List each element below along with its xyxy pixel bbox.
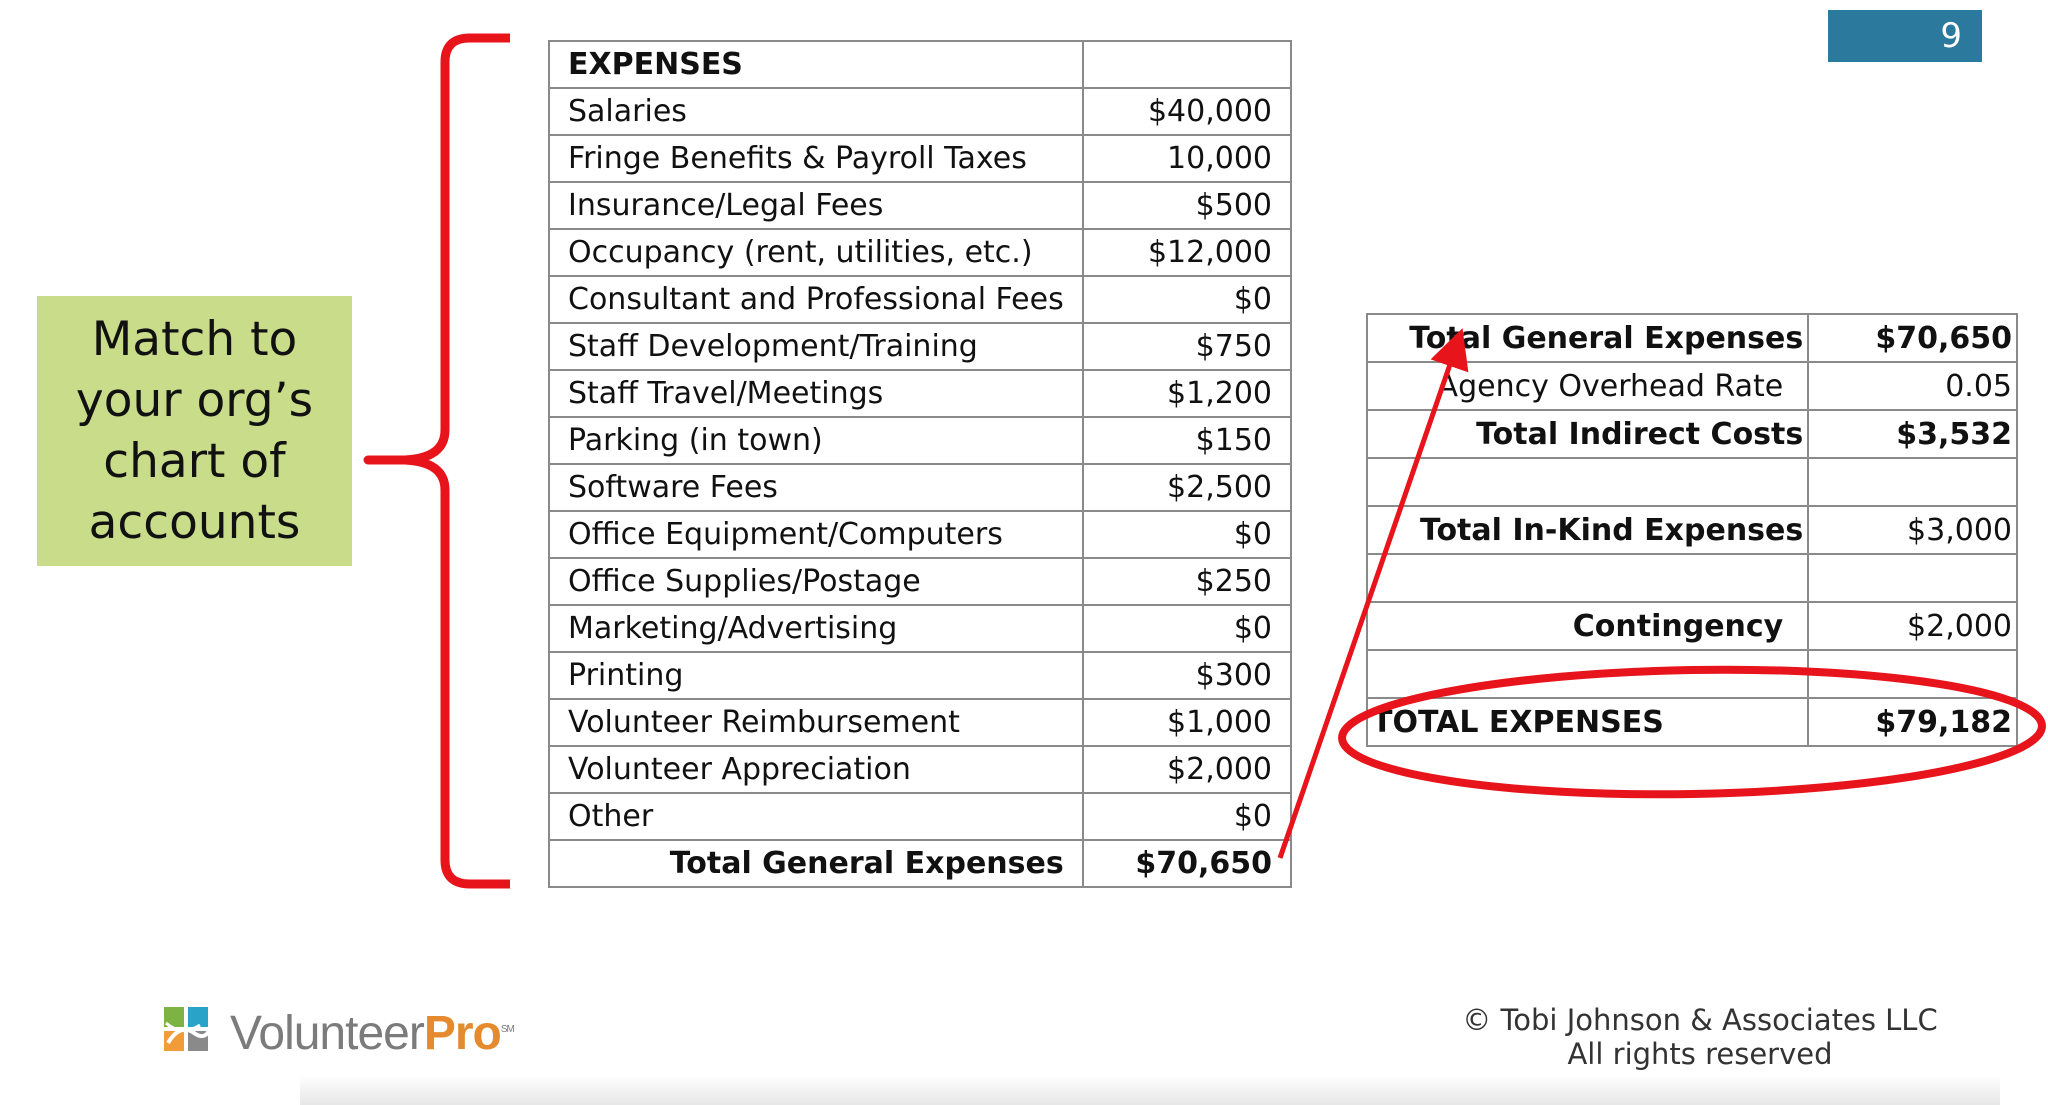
row-value: $12,000 xyxy=(1081,228,1293,277)
row-label: Insurance/Legal Fees xyxy=(548,181,1084,230)
summary-row xyxy=(1365,553,2018,603)
table-row: Marketing/Advertising $0 xyxy=(548,604,1293,653)
row-label: Other xyxy=(548,792,1084,841)
row-label: Marketing/Advertising xyxy=(548,604,1084,653)
row-value: $40,000 xyxy=(1081,87,1293,136)
row-value: $0 xyxy=(1081,275,1293,324)
summary-value: $70,650 xyxy=(1807,313,2018,363)
table-row: Insurance/Legal Fees $500 xyxy=(548,181,1293,230)
row-label: Printing xyxy=(548,651,1084,700)
table-row: Staff Development/Training $750 xyxy=(548,322,1293,371)
logo-wordmark: VolunteerProSM xyxy=(230,1006,515,1060)
table-row: Other $0 xyxy=(548,792,1293,841)
summary-value: 0.05 xyxy=(1807,361,2018,411)
row-label: Volunteer Reimbursement xyxy=(548,698,1084,747)
rights-line: All rights reserved xyxy=(1567,1037,1833,1071)
summary-label: Total General Expenses xyxy=(1365,313,1810,363)
summary-row: Total In-Kind Expenses $3,000 xyxy=(1365,505,2018,555)
row-label: Occupancy (rent, utilities, etc.) xyxy=(548,228,1084,277)
table-header-row: EXPENSES xyxy=(548,40,1293,89)
table-row: Fringe Benefits & Payroll Taxes 10,000 xyxy=(548,134,1293,183)
callout-line: your org’s xyxy=(75,373,314,428)
callout-line: accounts xyxy=(88,495,301,550)
row-value: $300 xyxy=(1081,651,1293,700)
callout-line: Match to xyxy=(91,312,298,367)
summary-value: $3,532 xyxy=(1807,409,2018,459)
row-value: $1,000 xyxy=(1081,698,1293,747)
summary-label: Total Indirect Costs xyxy=(1365,409,1810,459)
row-label: Staff Travel/Meetings xyxy=(548,369,1084,418)
table-header: EXPENSES xyxy=(548,40,1084,89)
row-label: Consultant and Professional Fees xyxy=(548,275,1084,324)
row-label: Software Fees xyxy=(548,463,1084,512)
summary-row: Total General Expenses $70,650 xyxy=(1365,313,2018,363)
total-label: Total General Expenses xyxy=(548,839,1084,888)
summary-row: Total Indirect Costs $3,532 xyxy=(1365,409,2018,459)
summary-value: $3,000 xyxy=(1807,505,2018,555)
logo-hands-icon xyxy=(164,1007,214,1051)
row-value: $500 xyxy=(1081,181,1293,230)
row-label: Fringe Benefits & Payroll Taxes xyxy=(548,134,1084,183)
table-row: Printing $300 xyxy=(548,651,1293,700)
summary-row: Agency Overhead Rate 0.05 xyxy=(1365,361,2018,411)
table-row: Office Equipment/Computers $0 xyxy=(548,510,1293,559)
table-row: Office Supplies/Postage $250 xyxy=(548,557,1293,606)
row-value: $750 xyxy=(1081,322,1293,371)
row-label: Parking (in town) xyxy=(548,416,1084,465)
copyright-notice: © Tobi Johnson & Associates LLC All righ… xyxy=(1440,1003,1960,1071)
grand-total-value: $79,182 xyxy=(1807,697,2018,747)
summary-label: Total In-Kind Expenses xyxy=(1365,505,1810,555)
table-row: Salaries $40,000 xyxy=(548,87,1293,136)
summary-total-row: TOTAL EXPENSES $79,182 xyxy=(1365,697,2018,747)
row-value: $2,500 xyxy=(1081,463,1293,512)
summary-value: $2,000 xyxy=(1807,601,2018,651)
footer-shadow xyxy=(300,1075,2000,1105)
copyright-line: © Tobi Johnson & Associates LLC xyxy=(1462,1003,1938,1037)
summary-row xyxy=(1365,649,2018,699)
slide-number: 9 xyxy=(1828,10,1982,62)
row-label: Office Supplies/Postage xyxy=(548,557,1084,606)
volunteerpro-logo: VolunteerProSM xyxy=(160,1003,515,1063)
row-value: $0 xyxy=(1081,510,1293,559)
row-value: 10,000 xyxy=(1081,134,1293,183)
row-value: $250 xyxy=(1081,557,1293,606)
table-row: Volunteer Reimbursement $1,000 xyxy=(548,698,1293,747)
total-row: Total General Expenses $70,650 xyxy=(548,839,1293,888)
row-label: Salaries xyxy=(548,87,1084,136)
total-value: $70,650 xyxy=(1081,839,1293,888)
summary-table: Total General Expenses $70,650 Agency Ove… xyxy=(1365,313,2018,747)
row-value: $0 xyxy=(1081,792,1293,841)
table-row: Volunteer Appreciation $2,000 xyxy=(548,745,1293,794)
row-value: $0 xyxy=(1081,604,1293,653)
callout-box: Match to your org’s chart of accounts xyxy=(37,296,352,566)
summary-row xyxy=(1365,457,2018,507)
row-label: Volunteer Appreciation xyxy=(548,745,1084,794)
summary-label: Contingency xyxy=(1365,601,1810,651)
table-row: Consultant and Professional Fees $0 xyxy=(548,275,1293,324)
curly-brace xyxy=(363,33,510,889)
table-row: Occupancy (rent, utilities, etc.) $12,000 xyxy=(548,228,1293,277)
row-value: $2,000 xyxy=(1081,745,1293,794)
table-row: Parking (in town) $150 xyxy=(548,416,1293,465)
row-value: $1,200 xyxy=(1081,369,1293,418)
table-row: Software Fees $2,500 xyxy=(548,463,1293,512)
table-row: Staff Travel/Meetings $1,200 xyxy=(548,369,1293,418)
callout-line: chart of xyxy=(103,434,286,489)
expenses-table: EXPENSES Salaries $40,000 Fringe Benefits… xyxy=(548,40,1293,888)
row-label: Office Equipment/Computers xyxy=(548,510,1084,559)
row-label: Staff Development/Training xyxy=(548,322,1084,371)
grand-total-label: TOTAL EXPENSES xyxy=(1365,697,1810,747)
row-value: $150 xyxy=(1081,416,1293,465)
summary-label: Agency Overhead Rate xyxy=(1365,361,1810,411)
summary-row: Contingency $2,000 xyxy=(1365,601,2018,651)
